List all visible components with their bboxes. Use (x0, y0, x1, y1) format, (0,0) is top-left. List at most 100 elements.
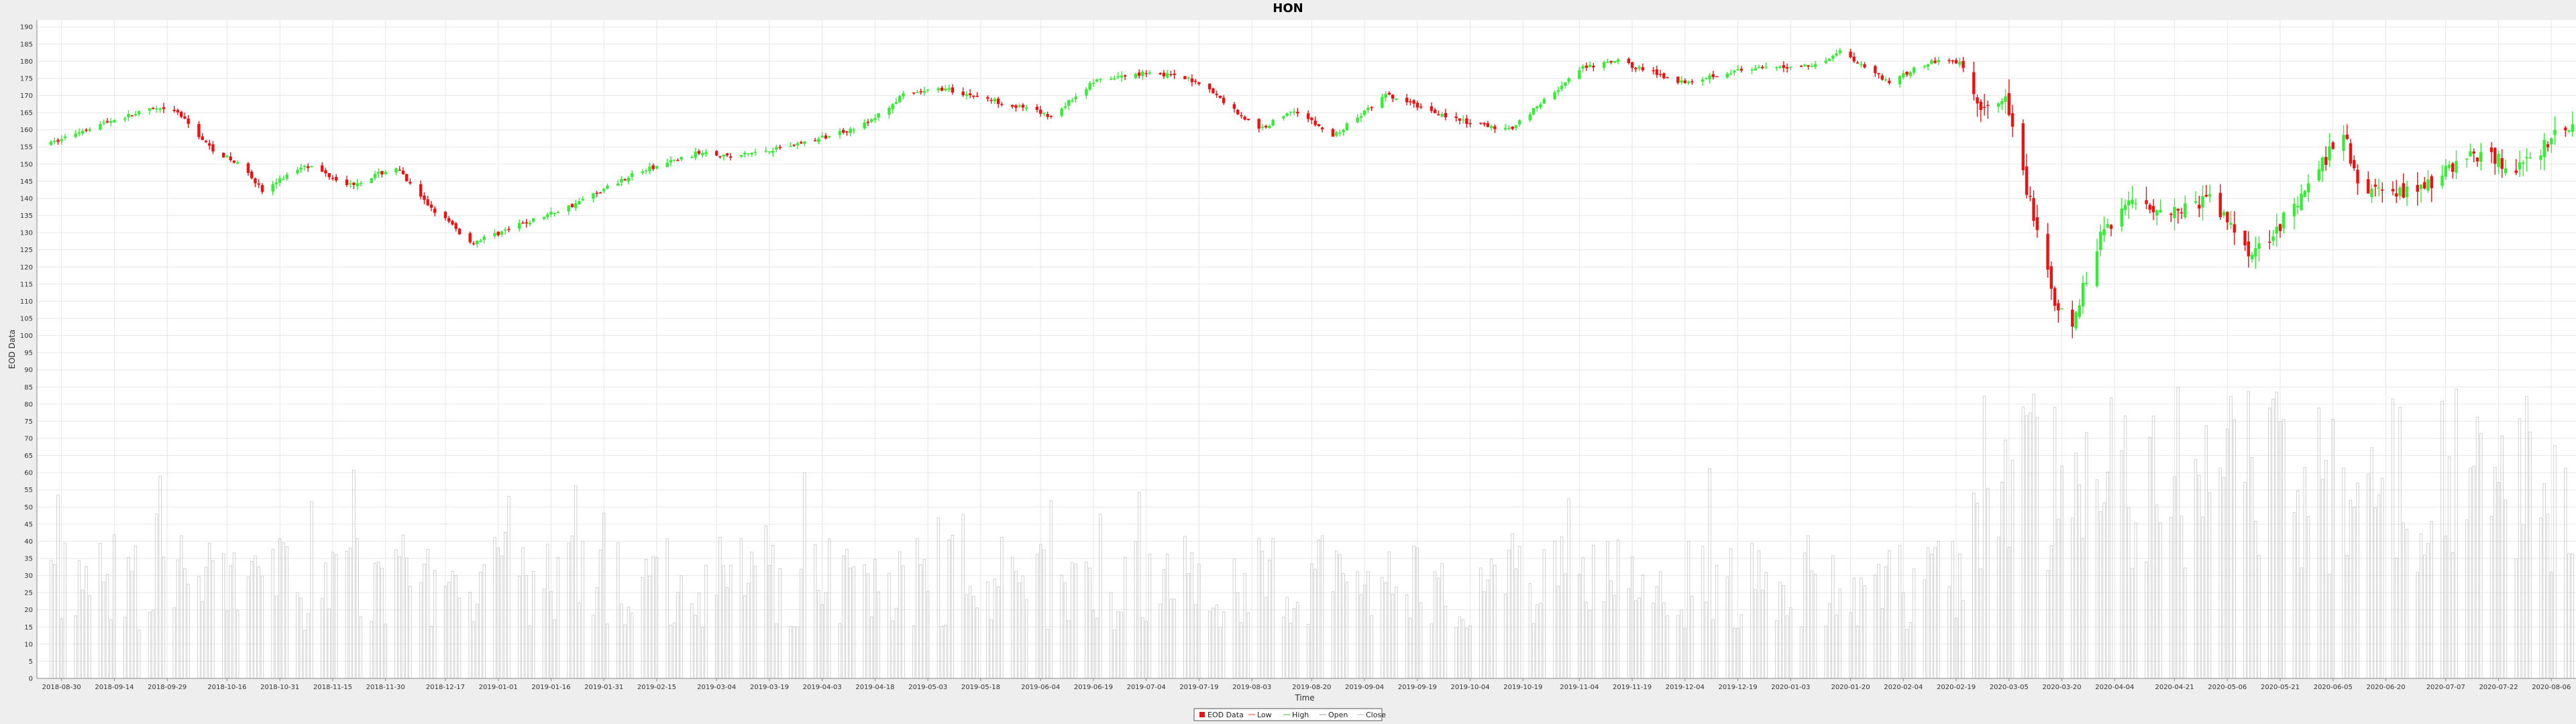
legend: EOD Data Low High Open Close (1193, 708, 1386, 721)
candle (2275, 213, 2278, 247)
candle (1165, 70, 1169, 79)
candle (1986, 101, 1990, 119)
candle (380, 170, 384, 178)
candle (2123, 199, 2127, 216)
candle (138, 110, 141, 117)
candle-body (567, 205, 570, 212)
candle-body (2324, 157, 2328, 165)
candle (2046, 223, 2049, 278)
candle-body (2053, 288, 2057, 306)
candle (133, 111, 138, 117)
candle-body (1588, 64, 1592, 68)
y-tick-label: 175 (20, 75, 33, 82)
candle-body (972, 95, 975, 97)
candle (2204, 184, 2208, 198)
candle-body (1602, 62, 1606, 68)
candle (771, 147, 775, 158)
candle (1116, 72, 1120, 79)
candle-body (405, 174, 409, 182)
candle (1099, 78, 1102, 83)
y-tick-label: 70 (24, 435, 33, 442)
candle-body (2071, 310, 2074, 327)
candle (85, 128, 88, 133)
candle (1285, 112, 1289, 117)
candle (916, 90, 919, 93)
candle (1123, 74, 1127, 80)
candle-body (2159, 210, 2162, 213)
candle-body (2229, 223, 2233, 225)
candle-body (796, 143, 800, 145)
candle-body (2078, 305, 2081, 317)
candle (694, 147, 697, 160)
candle (1933, 57, 1937, 64)
candle-body (648, 166, 651, 172)
candle (2479, 143, 2483, 171)
candle (525, 219, 528, 228)
candle-body (1148, 72, 1152, 74)
candle (504, 227, 507, 235)
candle-body (130, 115, 133, 117)
candle-body (606, 185, 609, 189)
candle (88, 127, 91, 132)
candle-body (1338, 132, 1342, 134)
candle-body (63, 136, 67, 138)
candle (1686, 80, 1690, 86)
candle-body (996, 99, 1000, 105)
candle (1958, 57, 1962, 68)
candle-body (1173, 73, 1176, 75)
x-tick-label: 2019-11-04 (1560, 684, 1599, 691)
candle (877, 113, 880, 121)
candle (1405, 93, 1409, 106)
candle-body (1958, 61, 1962, 65)
candle-body (888, 107, 891, 115)
candle (1613, 60, 1617, 64)
candle-body (1539, 104, 1542, 107)
candle (335, 174, 338, 182)
candle (2184, 195, 2187, 220)
candle (1813, 60, 1817, 70)
candle (476, 240, 479, 248)
candle (2155, 209, 2159, 226)
candle-body (2497, 154, 2500, 168)
candle (1243, 115, 1246, 121)
candle (1972, 62, 1976, 101)
candle-body (180, 111, 183, 117)
candle (2405, 180, 2409, 206)
candle (1113, 75, 1116, 81)
candle (2099, 224, 2102, 257)
candle (1810, 62, 1814, 68)
candle (183, 112, 186, 120)
candle-body (2571, 124, 2574, 132)
candle-body (1686, 81, 1690, 84)
candle (1560, 81, 1564, 92)
candle (2367, 171, 2370, 194)
candle (2306, 174, 2310, 202)
candle (2320, 156, 2324, 182)
candle (1715, 76, 1719, 78)
candle-body (1979, 101, 1983, 111)
candle-body (525, 222, 528, 224)
candle-body (1409, 101, 1412, 103)
candle-body (869, 119, 873, 122)
candle (648, 162, 651, 174)
candle (1711, 70, 1715, 80)
candle (222, 152, 225, 158)
candle-body (595, 192, 598, 194)
candle-body (1662, 73, 1666, 78)
candle (1785, 63, 1789, 73)
x-tick-label: 2019-08-03 (1232, 684, 1271, 691)
candle-body (1739, 68, 1743, 71)
candle-body (863, 122, 866, 129)
candle-body (1514, 125, 1518, 129)
candle (1757, 64, 1761, 68)
candle (1680, 76, 1683, 85)
candle (105, 118, 109, 124)
candle-body (133, 114, 138, 116)
candle-body (2367, 179, 2370, 194)
candle-body (1690, 81, 1694, 82)
candle-body (1074, 97, 1077, 100)
candle (1799, 64, 1803, 68)
candle-body (2455, 161, 2458, 173)
candle-body (1120, 75, 1124, 78)
candle-body (2085, 282, 2088, 284)
